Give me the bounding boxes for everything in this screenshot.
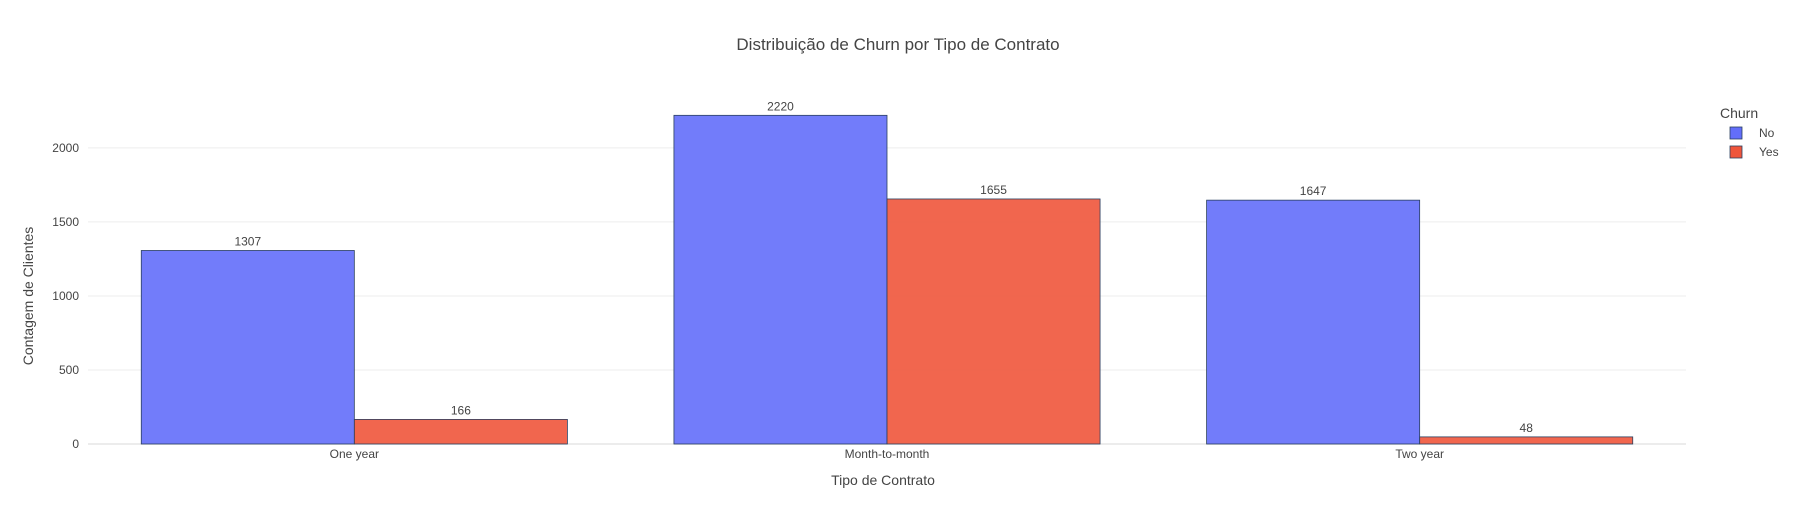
legend-swatch[interactable] [1729,145,1743,159]
y-tick-label: 1500 [52,215,79,229]
data-label: 1647 [1300,184,1327,198]
data-label: 2220 [767,99,794,113]
data-label: 1307 [234,234,261,248]
x-axis-ticks: One year Month-to-month Two year [330,447,1444,461]
data-label: 48 [1520,421,1534,435]
x-axis-title: Tipo de Contrato [831,472,935,488]
y-axis-ticks: 0 500 1000 1500 2000 [52,141,79,451]
x-tick-label: Two year [1395,447,1444,461]
data-label: 166 [451,403,471,417]
data-label: 1655 [980,183,1007,197]
y-tick-label: 0 [72,437,79,451]
bar-yes-1[interactable] [886,198,1101,445]
bar-no-1[interactable] [673,114,888,445]
chart-title: Distribuição de Churn por Tipo de Contra… [736,35,1059,54]
y-tick-label: 2000 [52,141,79,155]
bar-no-2[interactable] [1206,199,1421,445]
bar-yes-0[interactable] [353,419,568,445]
legend: Churn No Yes [1720,105,1779,159]
x-tick-label: One year [330,447,379,461]
legend-item-label[interactable]: Yes [1759,145,1779,159]
legend-swatch[interactable] [1729,126,1743,140]
y-axis-title: Contagem de Clientes [20,227,36,366]
y-tick-label: 500 [59,363,79,377]
bar-no-0[interactable] [140,250,355,445]
bar-yes-2[interactable] [1419,436,1634,445]
x-tick-label: Month-to-month [845,447,930,461]
legend-title: Churn [1720,105,1758,121]
y-tick-label: 1000 [52,289,79,303]
legend-item-label[interactable]: No [1759,126,1775,140]
data-labels: 1307 166 2220 1655 1647 48 [234,99,1533,435]
bars [140,114,1634,445]
legend-items: No Yes [1729,126,1779,159]
